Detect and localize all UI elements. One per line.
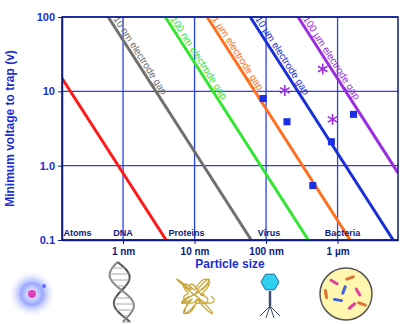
annotations: Atoms DNA Proteins Virus Bacteria <box>63 228 361 238</box>
scatter-point <box>328 114 338 125</box>
dna-rung <box>110 274 129 275</box>
protein-chain <box>177 279 214 314</box>
atom-nucleus <box>28 290 36 298</box>
y-axis-title: Minimum voltage to trap (v) <box>3 50 17 207</box>
dna-rung <box>123 316 129 317</box>
scatter-point <box>283 118 290 125</box>
x-tick: 10 nm <box>181 240 210 257</box>
dna-strand <box>110 262 134 322</box>
x-tick: 1 µm <box>327 240 350 257</box>
scatter-point <box>260 95 267 102</box>
dna-rung <box>115 298 130 299</box>
y-tick-label: 0.1 <box>40 234 55 246</box>
plot-frame <box>62 17 398 240</box>
line-labels: 10 nm electrode gap100 nm electrode gap1… <box>111 14 363 102</box>
bacteria-rod <box>345 275 355 281</box>
virus-leg <box>270 306 280 316</box>
bacteria-cell <box>320 268 372 320</box>
y-tick: 100 <box>37 11 62 23</box>
dna-icon <box>110 262 134 322</box>
dna-rung <box>117 310 133 311</box>
x-grid-line <box>265 17 266 240</box>
chart-container: 10 nm electrode gap100 nm electrode gap1… <box>0 0 400 324</box>
scatter-point <box>280 85 290 96</box>
atom-icon <box>8 270 56 318</box>
dna-rung <box>112 268 124 269</box>
y-tick: 10 <box>43 85 62 97</box>
y-tick: 1.0 <box>40 160 62 172</box>
atom-electron <box>42 284 46 288</box>
line-label: 10 nm electrode gap <box>111 14 170 97</box>
line-label: 100 µm electrode gap <box>301 14 363 102</box>
y-tick: 0.1 <box>40 234 62 246</box>
category-annotation: Atoms <box>63 228 91 238</box>
y-axis: 0.1 1.0 10 100 <box>37 11 63 246</box>
dna-rung <box>117 286 126 287</box>
x-grid-line <box>122 17 123 240</box>
bacteria-rod <box>347 302 357 311</box>
protein-icon <box>177 279 214 314</box>
bacteria-rod <box>333 298 343 303</box>
virus-head <box>261 274 279 290</box>
dna-rung <box>114 304 134 305</box>
y-tick-label: 100 <box>37 11 55 23</box>
chart: 10 nm electrode gap100 nm electrode gap1… <box>0 0 400 324</box>
series-line <box>298 17 398 173</box>
icons <box>8 262 372 322</box>
y-tick-label: 1.0 <box>40 160 55 172</box>
dna-rung <box>111 280 129 281</box>
scatter-point <box>350 111 357 118</box>
dna-rung <box>123 322 130 323</box>
line-label: 10 µm electrode gap <box>253 14 312 97</box>
bacteria-rod <box>324 289 329 299</box>
category-annotation: Virus <box>258 228 280 238</box>
x-tick-label: 1 µm <box>327 246 350 257</box>
category-annotation: Bacteria <box>325 228 362 238</box>
bacteria-rod <box>357 301 367 307</box>
x-axis: 1 nm 10 nm 100 nm 1 µm <box>63 240 399 257</box>
x-tick: 100 nm <box>249 240 284 257</box>
x-axis-title: Particle size <box>195 257 265 271</box>
y-tick-label: 10 <box>43 85 55 97</box>
bacteria-icon <box>320 268 372 320</box>
bacteria-rod <box>329 278 339 286</box>
x-tick-label: 100 nm <box>249 246 284 257</box>
category-annotation: Proteins <box>168 228 204 238</box>
x-tick-label: 1 nm <box>112 246 135 257</box>
x-tick: 1 nm <box>112 240 135 257</box>
virus-tail <box>269 291 272 306</box>
scatter-point <box>309 182 316 189</box>
virus-leg <box>266 306 270 318</box>
category-annotation: DNA <box>113 228 133 238</box>
x-tick-label: 10 nm <box>181 246 210 257</box>
atom-glow <box>8 270 56 318</box>
scatter-point <box>318 63 328 74</box>
bacteria-rod <box>341 285 347 295</box>
virus-icon <box>260 274 280 318</box>
x-grid-line <box>337 17 338 240</box>
dna-rung <box>120 292 124 293</box>
series-line <box>62 78 166 240</box>
bacteria-rod <box>354 287 362 297</box>
scatter-point <box>328 138 335 145</box>
dna-strand <box>114 262 130 322</box>
